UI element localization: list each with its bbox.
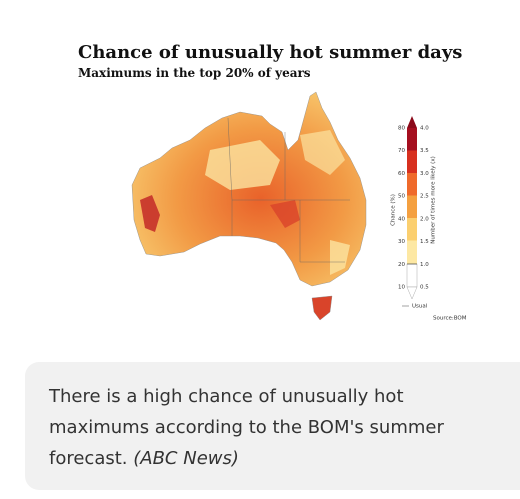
figure: Chance of unusually hot summer days Maxi… <box>78 42 467 322</box>
caption: There is a high chance of unusually hot … <box>25 362 520 490</box>
subtitle: Maximums in the top 20% of years <box>78 66 311 80</box>
australia-map <box>131 91 367 321</box>
chance-label: 60 <box>398 171 405 177</box>
likely-label: 0.5 <box>420 285 429 291</box>
usual-label: Usual <box>412 304 428 310</box>
chance-label: 80 <box>398 126 405 132</box>
likely-label: 2.5 <box>420 194 429 200</box>
title: Chance of unusually hot summer days <box>78 42 462 63</box>
chance-label: 10 <box>398 285 405 291</box>
chance-title: Chance (%) <box>391 194 397 226</box>
likely-label: 1.5 <box>420 239 429 245</box>
likely-title: Number of times more likely (x) <box>431 156 437 243</box>
source: Source:BOM <box>433 316 467 322</box>
colorbar: Chance (%) Number of times more likely (… <box>391 116 467 322</box>
chance-label: 40 <box>398 216 405 222</box>
caption-text: There is a high chance of unusually hot … <box>49 386 444 469</box>
likely-label: 1.0 <box>420 262 429 268</box>
likely-label: 3.5 <box>420 148 429 154</box>
likely-label: 4.0 <box>420 126 429 132</box>
chance-label: 70 <box>398 148 405 154</box>
likely-label: 2.0 <box>420 216 429 222</box>
chance-label: 20 <box>398 262 405 268</box>
likely-label: 3.0 <box>420 171 429 177</box>
chance-label: 30 <box>398 239 405 245</box>
chance-label: 50 <box>398 194 405 200</box>
caption-credit: (ABC News) <box>133 448 239 469</box>
